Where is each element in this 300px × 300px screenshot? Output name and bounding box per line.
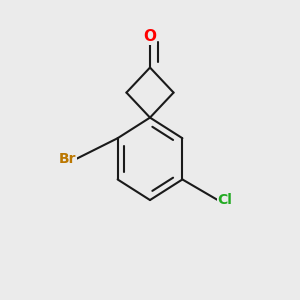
Text: Cl: Cl <box>218 193 232 207</box>
Text: O: O <box>143 29 157 44</box>
Text: Br: Br <box>59 152 76 166</box>
